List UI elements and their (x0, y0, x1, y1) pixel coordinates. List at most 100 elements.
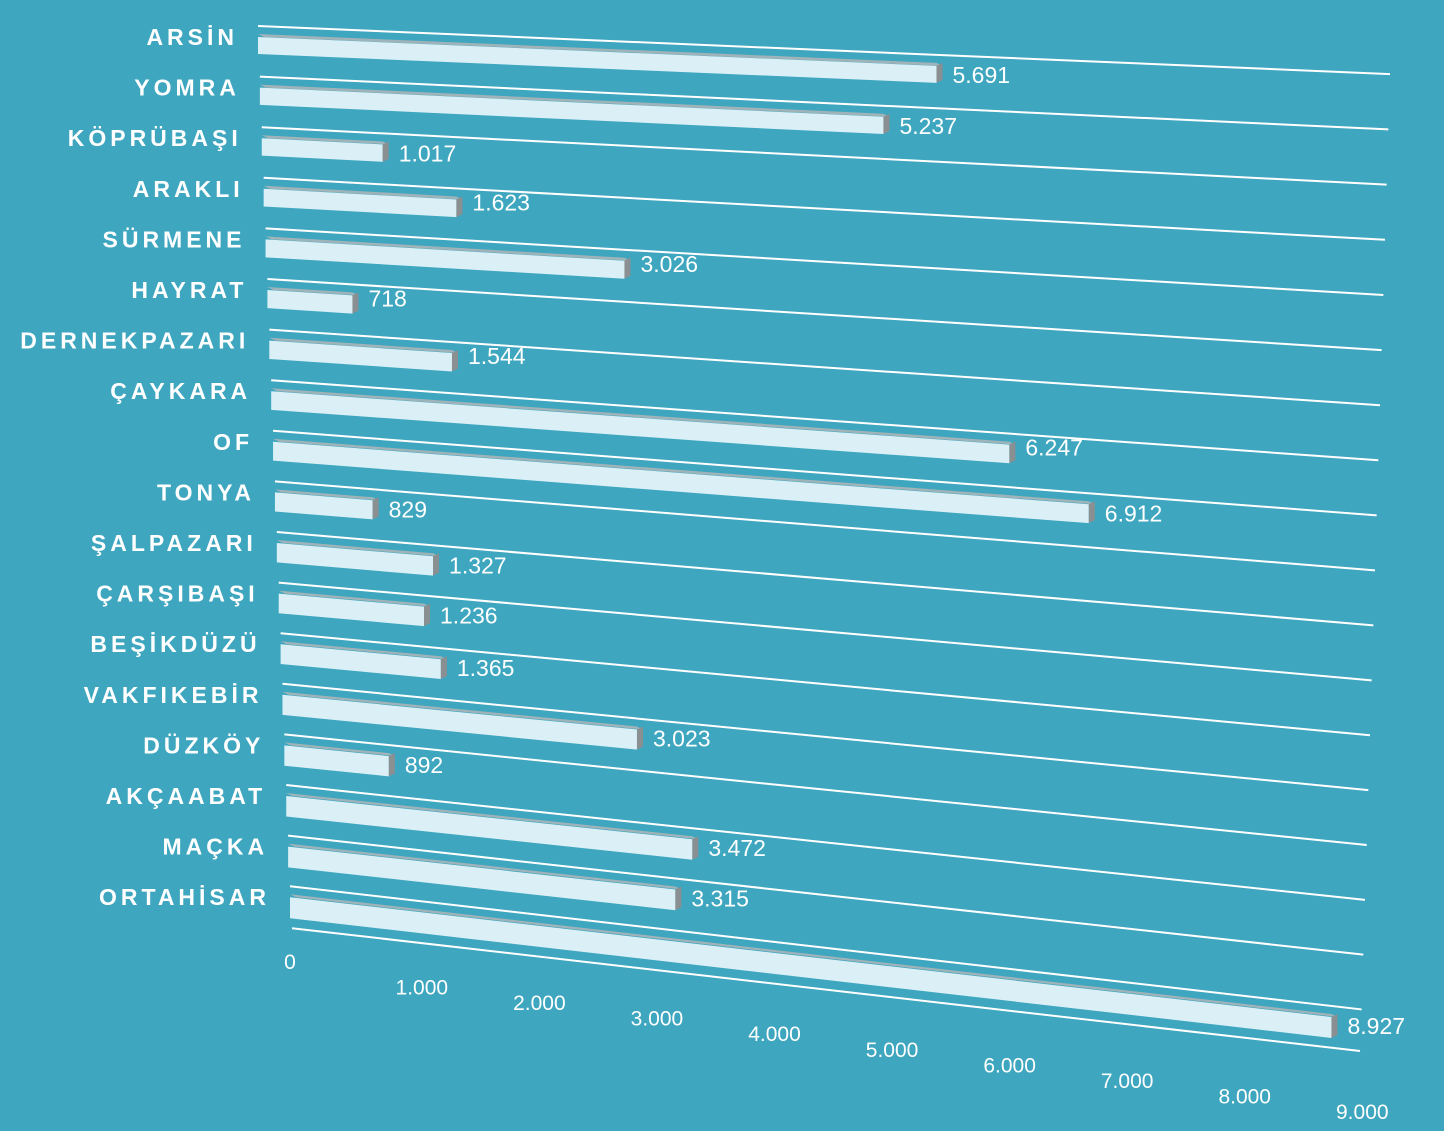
bar (290, 897, 1332, 1038)
x-tick-label: 5.000 (866, 1039, 919, 1062)
category-label: HAYRAT (131, 277, 247, 303)
gridline (269, 328, 1381, 407)
bar (280, 644, 441, 680)
bar-end-15 (692, 836, 699, 860)
category-label: OF (213, 429, 253, 455)
bar-top-4 (265, 236, 631, 261)
category-label: YOMRA (134, 75, 240, 101)
category-label: SÜRMENE (103, 226, 246, 252)
bar-end-14 (388, 753, 395, 777)
data-label: 6.912 (1105, 500, 1163, 526)
bar-end-9 (372, 497, 379, 520)
bar (274, 492, 373, 520)
data-label: 1.623 (472, 189, 530, 215)
bar-top-9 (274, 489, 379, 501)
bar-end-12 (440, 656, 447, 680)
bar-end-6 (451, 350, 458, 372)
gridline (267, 278, 1382, 352)
gridline (282, 682, 1369, 792)
bar (286, 796, 693, 860)
gridline (288, 834, 1364, 956)
category-label: DERNEKPAZARI (20, 328, 249, 354)
category-label: MAÇKA (163, 834, 269, 860)
x-tick-label: 0 (284, 951, 296, 974)
bar (273, 441, 1089, 524)
bar-top-17 (290, 894, 1338, 1017)
x-tick-label: 1.000 (396, 977, 449, 1000)
labels: ARSİN 5.691 YOMRA 5.237 KÖPRÜBAŞI 1.017 ARAKLI… (20, 24, 1405, 1124)
data-label: 829 (389, 496, 427, 522)
x-tick-label: 3.000 (631, 1008, 684, 1031)
bar-end-3 (456, 196, 463, 218)
gridline (284, 733, 1367, 847)
bar-top-2 (261, 135, 389, 145)
gridline (286, 784, 1366, 901)
bar-top-13 (282, 691, 643, 730)
gridlines (257, 25, 1391, 1053)
gridline (257, 25, 1391, 76)
category-label: AKÇAABAT (106, 783, 267, 809)
gridline (263, 176, 1386, 241)
category-label: BEŞİKDÜZÜ (90, 631, 260, 657)
bar-end-8 (1088, 501, 1095, 524)
bar-end-10 (433, 553, 440, 576)
gridline (278, 581, 1372, 682)
data-label: 1.544 (468, 343, 526, 369)
bar (271, 391, 1010, 464)
x-tick-label: 9.000 (1336, 1101, 1389, 1124)
gridline (276, 531, 1374, 627)
bar-top-14 (284, 742, 395, 757)
bar-end-11 (424, 603, 431, 627)
x-tick-label: 8.000 (1218, 1085, 1271, 1108)
gridline (261, 126, 1387, 186)
data-label: 3.023 (653, 726, 711, 752)
bar-top-8 (273, 438, 1095, 505)
bar-top-0 (258, 34, 943, 66)
data-label: 6.247 (1025, 435, 1083, 461)
bar-end-2 (382, 141, 389, 162)
bar-top-7 (271, 388, 1016, 445)
data-label: 3.472 (708, 835, 766, 861)
bar-top-12 (280, 641, 447, 660)
bar (288, 846, 676, 911)
bar (276, 543, 434, 576)
x-tick-label: 2.000 (513, 992, 566, 1015)
bar-end-16 (675, 886, 682, 911)
category-label: ÇAYKARA (110, 378, 251, 404)
data-label: 892 (405, 752, 443, 778)
gridline (271, 379, 1379, 462)
bar-top-10 (276, 540, 440, 557)
gridline (289, 885, 1362, 1011)
data-label: 3.315 (691, 885, 749, 911)
bar (263, 188, 457, 218)
gridline (291, 927, 1361, 1053)
bar-end-7 (1009, 441, 1016, 464)
bar (284, 745, 389, 777)
data-label: 718 (368, 285, 406, 311)
data-label: 5.237 (899, 113, 957, 139)
category-label: ŞALPAZARI (91, 530, 257, 556)
gridline (280, 632, 1371, 737)
bar-end-0 (936, 62, 943, 83)
bar-end-17 (1331, 1013, 1338, 1038)
bar-top-11 (278, 590, 431, 607)
category-label: VAKFIKEBİR (84, 682, 263, 708)
bars (258, 34, 1338, 1038)
bar-end-13 (636, 726, 643, 750)
gridline (272, 429, 1377, 517)
bar (259, 87, 884, 134)
bar-top-1 (259, 84, 890, 117)
bar-top-15 (286, 793, 699, 840)
category-label: DÜZKÖY (143, 732, 264, 758)
bar-top-16 (288, 843, 682, 890)
x-tick-label: 4.000 (748, 1023, 801, 1046)
gridline (265, 227, 1384, 296)
bar (265, 239, 625, 279)
data-label: 5.691 (952, 62, 1010, 88)
bar-top-6 (269, 337, 458, 354)
bar (282, 694, 637, 750)
bar (278, 593, 425, 627)
gridline (274, 480, 1376, 572)
